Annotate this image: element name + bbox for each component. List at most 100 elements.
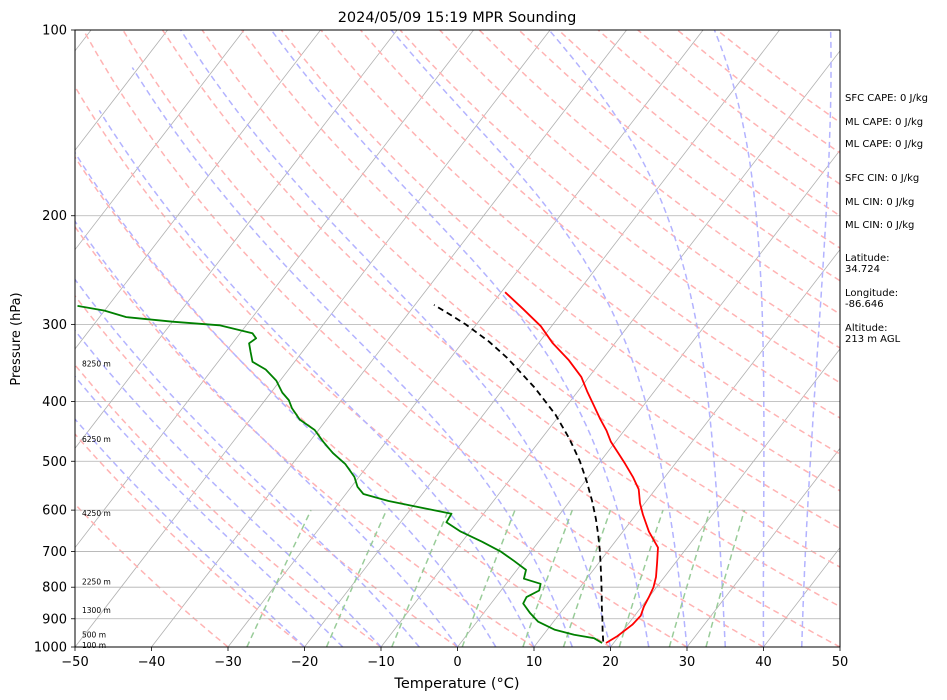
isotherm-line	[457, 149, 840, 647]
isotherm-line	[151, 30, 627, 647]
y-tick-label: 500	[42, 455, 67, 470]
dry-adiabat	[122, 30, 840, 647]
dry-adiabat	[439, 30, 840, 349]
mixing-ratio-line	[391, 509, 450, 647]
pressure-gridlines	[75, 29, 840, 648]
ml-cape-stat: ML CAPE: 0 J/kg	[845, 117, 924, 128]
moist-adiabat	[548, 30, 727, 647]
mixing-ratio-line	[668, 509, 711, 647]
isotherm-line	[75, 30, 245, 251]
x-tick-label: −10	[367, 655, 394, 670]
x-tick-label: 40	[755, 655, 772, 670]
moist-adiabat	[75, 375, 344, 647]
height-label: 8250 m	[82, 360, 111, 369]
isotherm-line	[686, 447, 840, 647]
altitude-value: 213 m AGL	[845, 334, 901, 345]
x-tick-label: −20	[291, 655, 318, 670]
sfc-cape-stat: SFC CAPE: 0 J/kg	[845, 93, 928, 104]
height-label: 1300 m	[82, 606, 111, 615]
x-tick-label: −50	[61, 655, 88, 670]
height-label: 100 m	[82, 641, 106, 650]
moist-adiabat	[801, 30, 832, 647]
moist-adiabat	[713, 30, 765, 647]
moist-adiabat	[75, 278, 420, 647]
isotherm-line	[610, 348, 840, 647]
ml-cape-stat-2: ML CAPE: 0 J/kg	[845, 139, 924, 150]
mixing-ratio-line	[562, 509, 612, 647]
isotherm-line	[75, 30, 474, 549]
dry-adiabat	[75, 225, 535, 647]
dry-adiabat	[359, 30, 840, 419]
parcel-profile-line	[433, 304, 605, 642]
isotherm-line	[227, 30, 704, 647]
mixing-ratio-line	[705, 509, 746, 647]
dry-adiabat	[75, 363, 382, 647]
dry-adiabat	[399, 30, 840, 384]
dry-adiabat	[75, 433, 305, 647]
moist-adiabat	[180, 30, 612, 647]
dry-adiabat	[82, 30, 764, 647]
moist-adiabat	[131, 67, 574, 647]
x-tick-label: −40	[138, 655, 165, 670]
height-label: 2250 m	[82, 578, 111, 587]
ml-cin-stat: ML CIN: 0 J/kg	[845, 197, 915, 208]
altitude-label: Altitude:	[845, 323, 888, 334]
isotherm-line	[75, 30, 168, 151]
x-tick-label: −30	[214, 655, 241, 670]
moist-adiabat	[270, 30, 650, 647]
y-tick-label: 700	[42, 545, 67, 560]
isotherm-line	[75, 30, 321, 350]
plot-frame	[74, 29, 841, 648]
y-tick-label: 1000	[34, 641, 67, 656]
chart-title: 2024/05/09 15:19 MPR Sounding	[338, 10, 577, 26]
dry-adiabat	[75, 85, 688, 647]
dry-adiabat	[241, 30, 840, 530]
latitude-value: 34.724	[845, 264, 880, 275]
isotherm-line	[533, 248, 840, 647]
y-tick-label: 900	[42, 612, 67, 627]
latitude-label: Latitude:	[845, 253, 890, 264]
y-tick-label: 800	[42, 581, 67, 596]
height-label: 4250 m	[82, 509, 111, 518]
dry-adiabat	[280, 30, 840, 492]
dry-adiabat	[75, 155, 611, 647]
isotherm-line	[75, 30, 398, 449]
moist-adiabat	[75, 220, 459, 647]
x-axis-ticks: −50 −40 −30 −20 −10 0 10 20 30 40 50	[61, 647, 848, 670]
x-tick-label: 50	[832, 655, 849, 670]
moist-adiabat	[98, 110, 535, 647]
isotherm-line	[304, 30, 780, 647]
x-tick-label: 20	[602, 655, 619, 670]
ml-cin-stat-2: ML CIN: 0 J/kg	[845, 220, 915, 231]
background-lines	[75, 30, 840, 647]
y-axis-ticks: 100 200 300 400 500 600 700 800 900 1000	[34, 24, 75, 656]
temperature-line	[504, 291, 659, 644]
isotherm-line	[380, 50, 840, 647]
x-tick-label: 0	[453, 655, 461, 670]
profile-lines	[77, 291, 659, 644]
sounding-info-panel: SFC CAPE: 0 J/kg ML CAPE: 0 J/kg ML CAPE…	[845, 0, 947, 700]
moist-adiabat	[75, 329, 382, 647]
x-tick-label: 30	[679, 655, 696, 670]
height-label: 500 m	[82, 631, 106, 640]
dry-adiabat	[161, 30, 840, 608]
y-axis-label: Pressure (hPa)	[9, 292, 24, 385]
moist-adiabat	[75, 417, 306, 647]
x-tick-label: 10	[526, 655, 543, 670]
dry-adiabat	[201, 30, 840, 568]
dry-adiabat	[75, 294, 458, 647]
longitude-label: Longitude:	[845, 288, 899, 299]
dewpoint-line	[77, 305, 603, 644]
y-tick-label: 200	[42, 209, 67, 224]
y-tick-label: 600	[42, 504, 67, 519]
y-tick-label: 400	[42, 395, 67, 410]
sfc-cin-stat: SFC CIN: 0 J/kg	[845, 173, 920, 184]
isotherm-line	[75, 30, 551, 647]
height-label: 6250 m	[82, 435, 111, 444]
longitude-value: -86.646	[845, 299, 884, 310]
x-axis-label: Temperature (°C)	[393, 676, 519, 692]
y-tick-label: 300	[42, 318, 67, 333]
y-tick-label: 100	[42, 24, 67, 39]
